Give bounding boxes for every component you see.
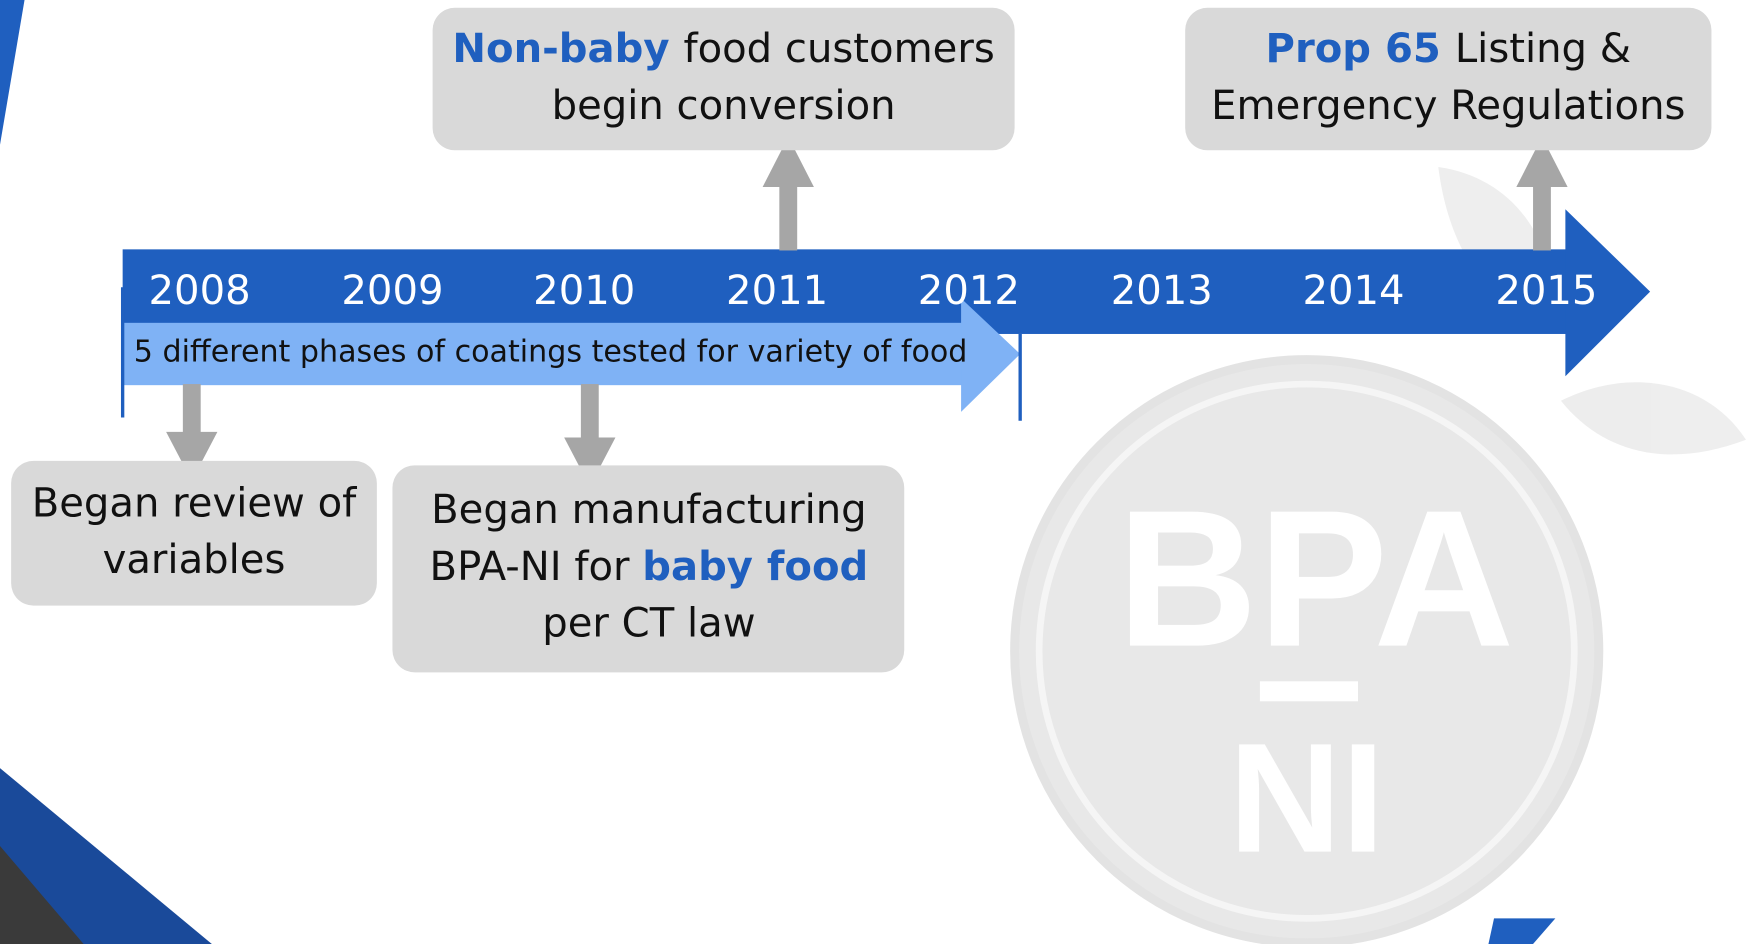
event-text: Prop 65 Listing &	[1266, 26, 1632, 72]
event-text: BPA-NI for baby food	[430, 544, 869, 590]
event-text: Began review of	[32, 480, 357, 526]
event-highlight: baby food	[642, 544, 868, 590]
event-text: Emergency Regulations	[1211, 83, 1685, 129]
event-span: begin conversion	[552, 83, 896, 129]
year-label: 2012	[918, 268, 1020, 314]
year-label: 2008	[149, 268, 251, 314]
logo-text: NI	[1229, 712, 1385, 886]
event-text: Began manufacturing	[431, 487, 866, 533]
event-text: per CT law	[542, 601, 755, 647]
phase-label: 5 different phases of coatings tested fo…	[134, 334, 968, 369]
year-label: 2013	[1111, 268, 1213, 314]
event-span: Began manufacturing	[431, 487, 866, 533]
event-span: food customers	[683, 26, 994, 72]
year-label: 2010	[533, 268, 635, 314]
year-label: 2011	[726, 268, 828, 314]
event-highlight: Prop 65	[1266, 26, 1455, 72]
logo-text: BPA	[1117, 471, 1514, 688]
year-label: 2015	[1495, 268, 1597, 314]
event-text: variables	[103, 537, 286, 583]
event-span: BPA-NI for	[430, 544, 643, 590]
event-span: per CT law	[542, 601, 755, 647]
year-label: 2009	[341, 268, 443, 314]
corner-logo	[1488, 918, 1555, 944]
slide: BPA NI 5 different phases of coatings te…	[0, 0, 1746, 944]
event-span: Listing &	[1455, 26, 1631, 72]
corner-accent	[0, 0, 25, 145]
event-span: variables	[103, 537, 286, 583]
event-highlight: Non-baby	[452, 26, 683, 72]
event-span: Emergency Regulations	[1211, 83, 1685, 129]
event-text: Non-baby food customers	[452, 26, 994, 72]
event-text: begin conversion	[552, 83, 896, 129]
year-label: 2014	[1302, 268, 1404, 314]
event-span: Began review of	[32, 480, 357, 526]
